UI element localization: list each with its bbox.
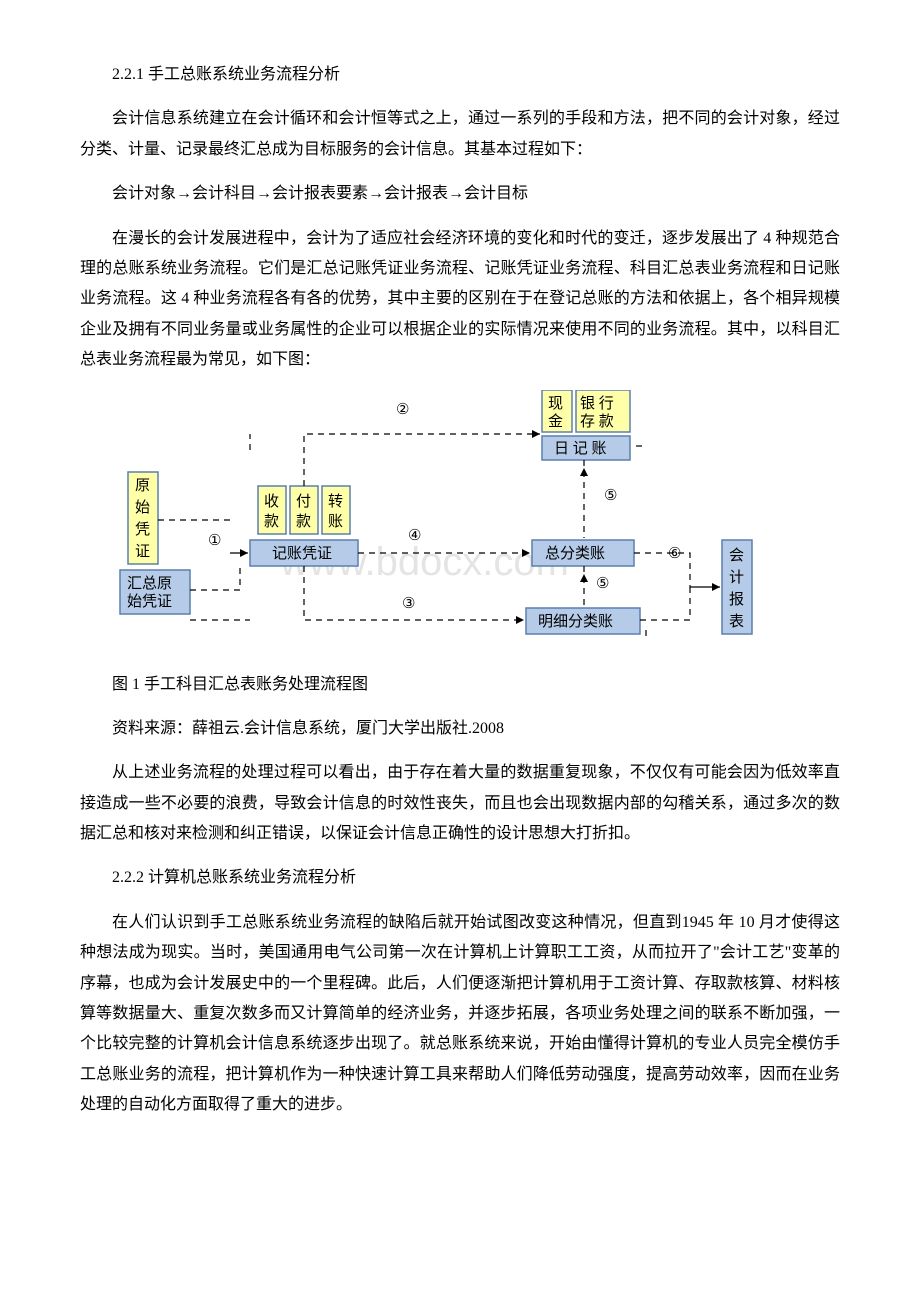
label-orig-voucher-2: 始 [135, 499, 150, 516]
paragraph-4: 从上述业务流程的处理过程可以看出，由于存在着大量的数据重复现象，不仅仅有可能会因… [80, 758, 840, 849]
label-cash-1: 现 [548, 396, 563, 412]
paragraph-5: 在人们认识到手工总账系统业务流程的缺陷后就开始试图改变这种情况，但直到1945 … [80, 908, 840, 1121]
label-transfer-1: 转 [328, 493, 343, 510]
label-receipt-1: 收 [264, 493, 279, 510]
label-bank-1: 银 行 [580, 395, 614, 412]
arrow-between-ledgers-up [580, 574, 588, 582]
section-222-title: 2.2.2 计算机总账系统业务流程分析 [80, 863, 840, 893]
arrow-up-journal [580, 468, 588, 476]
label-cash-2: 金 [548, 413, 563, 430]
dash-sub-to-report [640, 587, 690, 620]
arrow-to-subledger-head [516, 616, 524, 624]
label-num1: ① [208, 533, 221, 549]
paragraph-1: 会计信息系统建立在会计循环和会计恒等式之上，通过一系列的手段和方法，把不同的会计… [80, 104, 840, 165]
label-num5b: ⑤ [596, 576, 609, 592]
label-orig-voucher-4: 证 [135, 543, 150, 560]
label-report-2: 计 [729, 569, 744, 586]
label-report-3: 报 [729, 591, 744, 608]
label-bank-2: 存 款 [580, 413, 614, 430]
label-journal: 日 记 账 [554, 440, 607, 457]
label-sub-ledger: 明细分类账 [538, 613, 613, 630]
label-orig-voucher-3: 凭 [135, 521, 150, 538]
label-orig-voucher-1: 原 [135, 478, 150, 494]
section-221-title: 2.2.1 手工总账系统业务流程分析 [80, 60, 840, 90]
label-num6: ⑥ [668, 546, 681, 562]
label-num5a: ⑤ [604, 488, 617, 504]
arrow-orig-to-voucher-head [240, 549, 248, 557]
flowchart-figure: www.bdocx.com 原 始 凭 证 汇总原 始凭证 ① 收 款 付 款 … [80, 390, 840, 650]
label-report-4: 表 [729, 613, 744, 630]
label-num2: ② [396, 402, 409, 418]
figure-caption: 图 1 手工科目汇总表账务处理流程图 [80, 670, 840, 700]
dash-summary-to-voucher [190, 566, 240, 590]
dash-gen-to-report [634, 553, 690, 587]
label-voucher: 记账凭证 [272, 545, 332, 562]
paragraph-3: 在漫长的会计发展进程中，会计为了适应社会经济环境的变化和时代的变迁，逐步发展出了… [80, 224, 840, 376]
label-num4: ④ [408, 528, 421, 544]
dash-voucher-to-journal [304, 434, 540, 486]
flowchart-svg: www.bdocx.com 原 始 凭 证 汇总原 始凭证 ① 收 款 付 款 … [80, 390, 840, 650]
paragraph-2-flow: 会计对象→会计科目→会计报表要素→会计报表→会计目标 [80, 179, 840, 209]
label-summary-orig-1: 汇总原 [127, 575, 172, 592]
arrow-to-journal-head [532, 430, 540, 438]
label-payment-1: 付 [296, 493, 311, 510]
label-gen-ledger: 总分类账 [545, 545, 605, 562]
figure-source: 资料来源：薛祖云.会计信息系统，厦门大学出版社.2008 [80, 714, 840, 744]
arrow-to-report-head [712, 583, 720, 591]
label-summary-orig-2: 始凭证 [127, 593, 172, 610]
label-payment-2: 款 [296, 513, 311, 530]
label-num3: ③ [402, 596, 415, 612]
label-report-1: 会 [729, 547, 744, 564]
label-receipt-2: 款 [264, 513, 279, 530]
label-transfer-2: 账 [328, 513, 343, 530]
